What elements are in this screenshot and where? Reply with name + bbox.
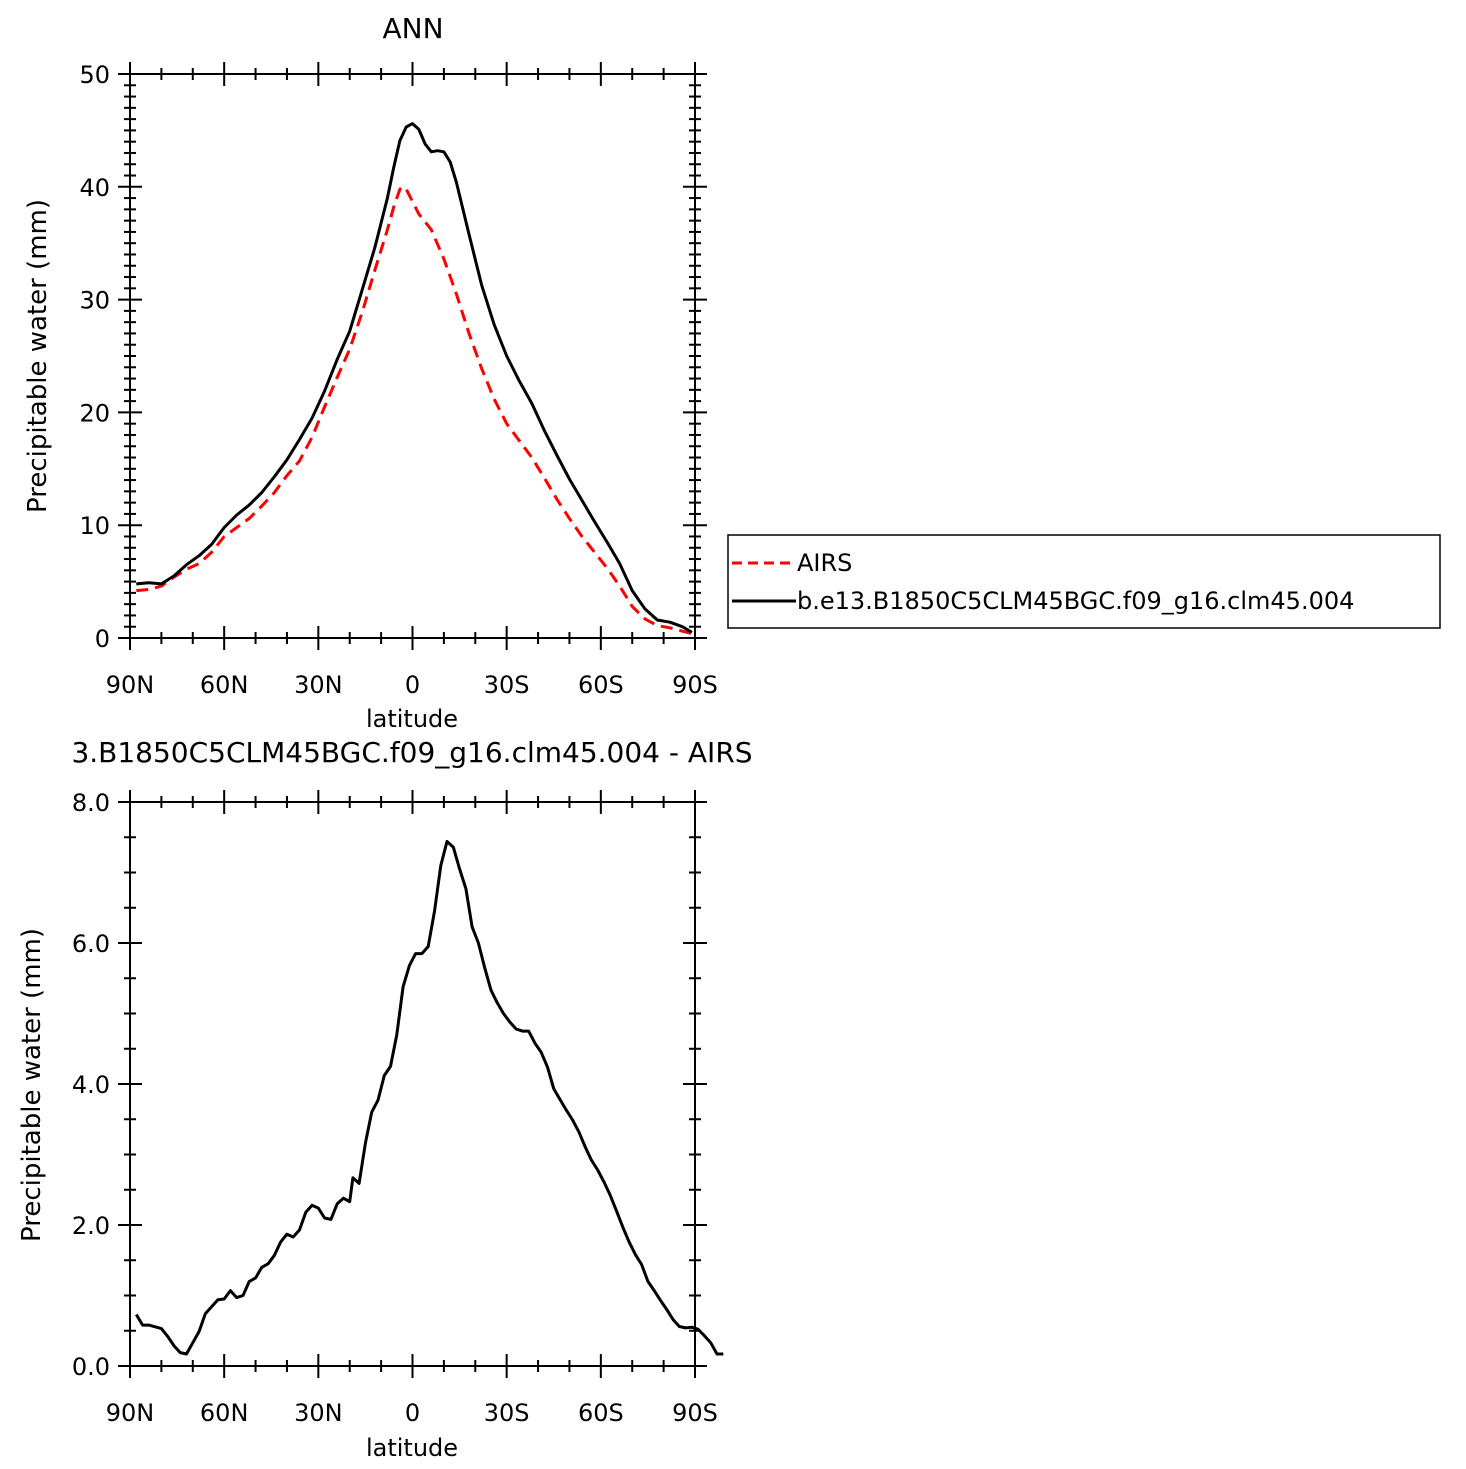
y-axis-label: Precipitable water (mm) bbox=[23, 199, 53, 513]
y-tick-label: 6.0 bbox=[72, 930, 110, 958]
y-tick-label: 8.0 bbox=[72, 789, 110, 817]
x-axis: 90N 60N 30N 0 30S 60S 90S bbox=[106, 790, 718, 1427]
y-axis: 0.0 2.0 4.0 6.0 8.0 bbox=[72, 789, 707, 1381]
y-tick-label: 40 bbox=[79, 174, 110, 202]
chart-title: 3.B1850C5CLM45BGC.f09_g16.clm45.004 - AI… bbox=[71, 736, 752, 769]
legend: AIRS b.e13.B1850C5CLM45BGC.f09_g16.clm45… bbox=[727, 534, 1441, 629]
y-tick-label: 0.0 bbox=[72, 1353, 110, 1381]
x-axis-label: latitude bbox=[366, 1434, 458, 1462]
difference-panel: 3.B1850C5CLM45BGC.f09_g16.clm45.004 - AI… bbox=[17, 736, 753, 1462]
y-tick-label: 30 bbox=[79, 287, 110, 315]
x-tick-label: 30N bbox=[294, 1399, 343, 1427]
series-line-0 bbox=[136, 185, 693, 635]
x-tick-label: 90S bbox=[672, 1399, 718, 1427]
x-tick-label: 0 bbox=[405, 1399, 420, 1427]
y-tick-label: 20 bbox=[79, 399, 110, 427]
y-tick-label: 50 bbox=[79, 61, 110, 89]
legend-box bbox=[727, 534, 1441, 629]
chart-title: ANN bbox=[382, 12, 443, 45]
series-line-1 bbox=[136, 122, 693, 634]
x-tick-label: 90N bbox=[106, 1399, 155, 1427]
y-axis-label: Precipitable water (mm) bbox=[17, 928, 47, 1242]
y-tick-label: 2.0 bbox=[72, 1212, 110, 1240]
y-tick-label: 4.0 bbox=[72, 1071, 110, 1099]
precipitable-water-panel: ANN 0 10 20 30 40 50 90N 60N 30N 0 30S 60S 90S Prec… bbox=[23, 12, 1441, 733]
x-tick-label: 90N bbox=[106, 671, 155, 699]
x-tick-label: 60N bbox=[200, 671, 249, 699]
x-tick-label: 30S bbox=[484, 1399, 530, 1427]
data-series bbox=[136, 122, 693, 635]
y-axis: 0 10 20 30 40 50 bbox=[79, 61, 707, 653]
x-tick-label: 60N bbox=[200, 1399, 249, 1427]
x-tick-label: 0 bbox=[405, 671, 420, 699]
plot-frame bbox=[129, 801, 696, 1367]
legend-label-airs: AIRS bbox=[797, 549, 852, 577]
x-tick-label: 30S bbox=[484, 671, 530, 699]
x-axis-label: latitude bbox=[366, 705, 458, 733]
x-axis: 90N 60N 30N 0 30S 60S 90S bbox=[106, 62, 718, 699]
legend-label-model: b.e13.B1850C5CLM45BGC.f09_g16.clm45.004 bbox=[797, 587, 1354, 615]
x-tick-label: 60S bbox=[578, 1399, 624, 1427]
plot-frame bbox=[129, 73, 696, 639]
y-tick-label: 0 bbox=[95, 625, 110, 653]
x-tick-label: 90S bbox=[672, 671, 718, 699]
x-tick-label: 60S bbox=[578, 671, 624, 699]
data-series bbox=[135, 840, 724, 1356]
y-tick-label: 10 bbox=[79, 512, 110, 540]
series-line-0 bbox=[135, 840, 724, 1356]
x-tick-label: 30N bbox=[294, 671, 343, 699]
